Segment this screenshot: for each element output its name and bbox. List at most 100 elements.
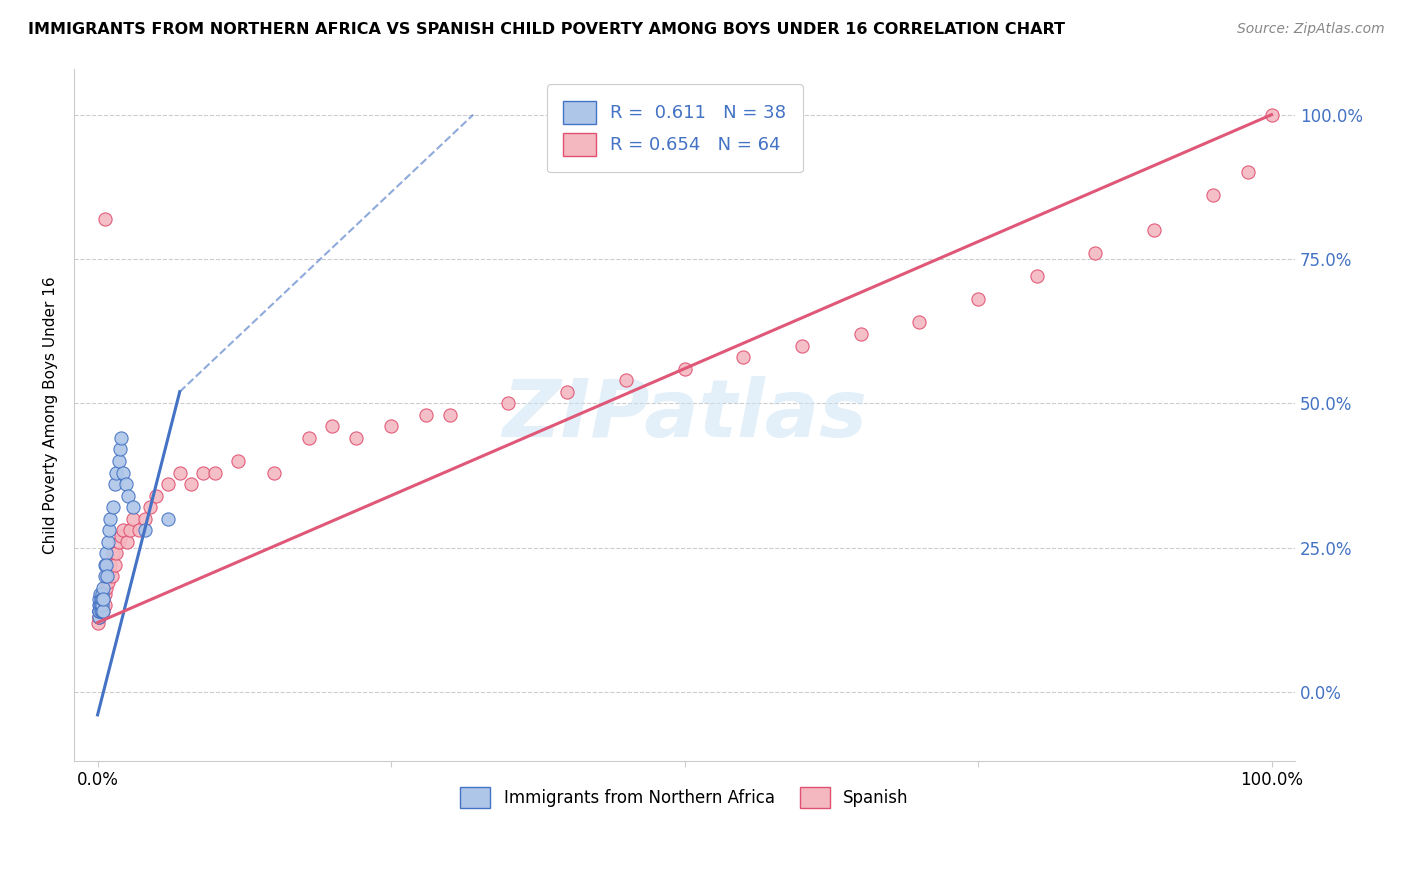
Point — [112, 523, 135, 537]
Point — [108, 442, 131, 457]
Point — [93, 558, 115, 572]
Point — [90, 592, 112, 607]
Point — [849, 326, 872, 341]
Point — [1260, 108, 1282, 122]
Point — [107, 534, 129, 549]
Point — [96, 558, 118, 572]
Point — [94, 581, 117, 595]
Point — [96, 569, 118, 583]
Point — [555, 384, 578, 399]
Point — [89, 609, 111, 624]
Point — [89, 599, 111, 613]
Point — [97, 575, 120, 590]
Point — [97, 534, 120, 549]
Point — [120, 523, 142, 537]
Point — [498, 396, 520, 410]
Point — [790, 338, 813, 352]
Point — [100, 511, 122, 525]
Point — [93, 211, 115, 226]
Point — [101, 546, 124, 560]
Point — [1143, 223, 1166, 237]
Point — [91, 592, 114, 607]
Point — [93, 587, 115, 601]
Point — [105, 546, 128, 560]
Point — [121, 511, 143, 525]
Point — [96, 569, 118, 583]
Point — [100, 558, 122, 572]
Point — [128, 523, 150, 537]
Point — [89, 604, 111, 618]
Point — [134, 523, 156, 537]
Point — [89, 604, 111, 618]
Legend: Immigrants from Northern Africa, Spanish: Immigrants from Northern Africa, Spanish — [454, 780, 915, 815]
Point — [263, 466, 285, 480]
Point — [100, 569, 122, 583]
Point — [89, 587, 111, 601]
Point — [89, 604, 111, 618]
Text: ZIPatlas: ZIPatlas — [502, 376, 868, 454]
Point — [93, 581, 115, 595]
Point — [93, 569, 115, 583]
Point — [87, 604, 110, 618]
Point — [89, 592, 111, 607]
Point — [98, 523, 121, 537]
Point — [90, 599, 112, 613]
Point — [87, 604, 110, 618]
Point — [121, 500, 143, 515]
Point — [1237, 165, 1260, 179]
Point — [344, 431, 367, 445]
Point — [94, 546, 117, 560]
Point — [110, 529, 132, 543]
Point — [673, 361, 696, 376]
Point — [733, 350, 755, 364]
Point — [204, 466, 226, 480]
Point — [1202, 188, 1225, 202]
Point — [87, 604, 110, 618]
Text: Source: ZipAtlas.com: Source: ZipAtlas.com — [1237, 22, 1385, 37]
Point — [104, 558, 127, 572]
Point — [114, 477, 136, 491]
Point — [98, 564, 121, 578]
Point — [90, 592, 112, 607]
Point — [91, 599, 114, 613]
Point — [87, 609, 110, 624]
Point — [105, 466, 128, 480]
Point — [93, 604, 115, 618]
Point — [1084, 246, 1107, 260]
Point — [439, 408, 461, 422]
Point — [112, 466, 135, 480]
Point — [321, 419, 343, 434]
Point — [94, 558, 117, 572]
Point — [228, 454, 250, 468]
Point — [90, 599, 112, 613]
Point — [93, 599, 115, 613]
Point — [110, 431, 132, 445]
Point — [91, 599, 114, 613]
Point — [107, 454, 129, 468]
Point — [87, 609, 110, 624]
Point — [967, 293, 990, 307]
Point — [93, 592, 115, 607]
Point — [90, 604, 112, 618]
Point — [415, 408, 437, 422]
Point — [87, 615, 110, 630]
Point — [117, 489, 139, 503]
Point — [93, 604, 115, 618]
Point — [380, 419, 402, 434]
Point — [156, 511, 179, 525]
Point — [91, 587, 114, 601]
Point — [193, 466, 215, 480]
Point — [104, 477, 127, 491]
Point — [298, 431, 321, 445]
Point — [93, 592, 115, 607]
Point — [156, 477, 179, 491]
Point — [89, 599, 111, 613]
Point — [89, 604, 111, 618]
Point — [1025, 269, 1047, 284]
Point — [169, 466, 191, 480]
Point — [139, 500, 162, 515]
Point — [180, 477, 202, 491]
Y-axis label: Child Poverty Among Boys Under 16: Child Poverty Among Boys Under 16 — [44, 276, 58, 554]
Point — [145, 489, 167, 503]
Text: IMMIGRANTS FROM NORTHERN AFRICA VS SPANISH CHILD POVERTY AMONG BOYS UNDER 16 COR: IMMIGRANTS FROM NORTHERN AFRICA VS SPANI… — [28, 22, 1066, 37]
